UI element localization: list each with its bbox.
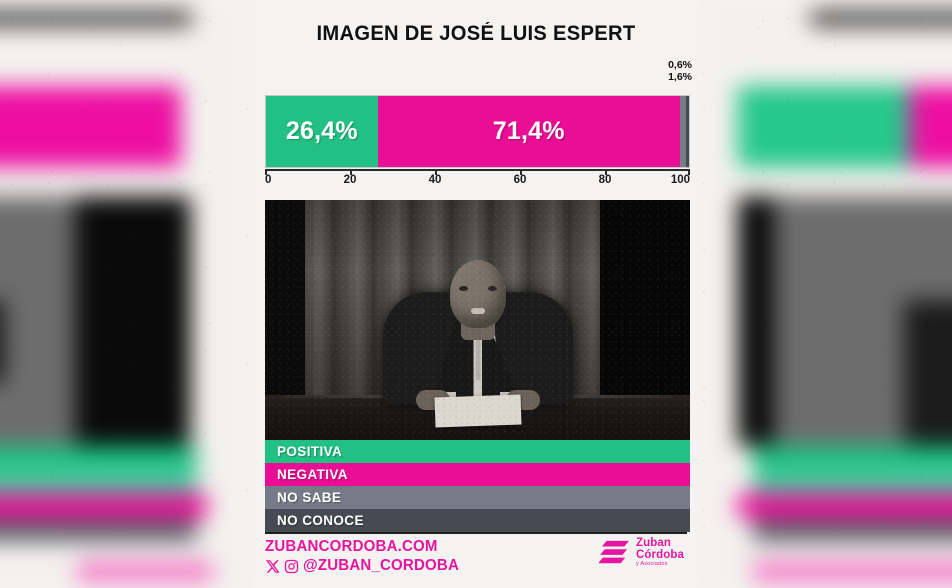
bar-label-positiva: 26,4% xyxy=(285,117,358,145)
bar-track: 26,4% 71,4% xyxy=(265,95,690,168)
chart-x-axis: 0 20 40 60 80 100 xyxy=(265,169,690,191)
legend-label-no-sabe: NO SABE xyxy=(277,490,342,505)
brand-text: Zuban Córdoba y Asociados xyxy=(636,537,684,568)
chart-callout-labels: 0,6% 1,6% xyxy=(668,59,692,84)
bg-l-band4 xyxy=(0,517,197,542)
bar-segment-no-sabe[interactable] xyxy=(679,96,687,167)
axis-tick-20 xyxy=(350,171,352,175)
axis-tick-60 xyxy=(520,171,522,175)
legend-label-no-conoce: NO CONOCE xyxy=(277,513,364,528)
legend-label-positiva: POSITIVA xyxy=(277,444,343,459)
legend: POSITIVA NEGATIVA NO SABE NO CONOCE xyxy=(265,440,690,532)
axis-label-20: 20 xyxy=(343,174,357,186)
bar-label-negativa: 71,4% xyxy=(492,117,565,145)
axis-tick-40 xyxy=(435,171,437,175)
legend-item-no-conoce[interactable]: NO CONOCE xyxy=(265,509,690,532)
zuban-cordoba-mark-icon xyxy=(599,540,630,564)
bg-l-bar xyxy=(0,86,182,168)
brand-line-2: Córdoba xyxy=(636,548,684,561)
axis-label-40: 40 xyxy=(428,174,442,186)
bg-l-band1 xyxy=(0,445,197,470)
bg-r-photo-figure xyxy=(904,300,952,446)
bg-r-photo-dark xyxy=(737,196,774,446)
bg-r-bar-pink xyxy=(909,86,952,168)
background-blur-left xyxy=(0,0,254,588)
axis-label-100: 100 xyxy=(670,174,690,186)
bg-r-footer xyxy=(753,562,952,582)
axis-tick-100 xyxy=(688,171,690,175)
bar-segment-no-conoce[interactable] xyxy=(686,96,689,167)
photo-mouth xyxy=(470,308,485,314)
photo-papers xyxy=(434,394,521,428)
bg-r-band1 xyxy=(753,445,952,470)
footer-divider xyxy=(265,532,687,534)
jose-luis-espert-photo xyxy=(265,200,690,440)
bg-r-band4 xyxy=(753,517,952,542)
bg-l-title xyxy=(0,11,192,26)
axis-label-80: 80 xyxy=(598,174,612,186)
footer-website[interactable]: ZUBANCORDOBA.COM xyxy=(265,538,438,555)
legend-item-negativa[interactable]: NEGATIVA xyxy=(265,463,690,486)
stacked-bar-chart: 0,6% 1,6% 26,4% 71,4% 0 20 40 60 80 xyxy=(265,59,692,191)
axis-tick-80 xyxy=(605,171,607,175)
photo-shirt-placket xyxy=(475,320,480,380)
bg-r-band2 xyxy=(753,469,952,494)
bg-r-band3 xyxy=(737,493,952,518)
axis-label-0: 0 xyxy=(265,174,272,186)
bar-segment-negativa[interactable]: 71,4% xyxy=(377,96,680,167)
bg-l-band3 xyxy=(0,493,208,518)
bar-segment-positiva[interactable]: 26,4% xyxy=(266,96,378,167)
poll-card: IMAGEN DE JOSÉ LUIS ESPERT 0,6% 1,6% 26,… xyxy=(252,0,700,588)
brand-line-3: y Asociados xyxy=(636,561,668,567)
callout-no-sabe: 1,6% xyxy=(668,71,692,84)
brand-logo[interactable]: Zuban Córdoba y Asociados xyxy=(599,537,684,568)
background-blur-right xyxy=(696,0,952,588)
photo-dark-right xyxy=(600,200,690,405)
footer: ZUBANCORDOBA.COM @ZUBAN_CORDOBA xyxy=(252,532,700,588)
legend-item-positiva[interactable]: POSITIVA xyxy=(265,440,690,463)
bg-l-footer xyxy=(77,562,213,582)
axis-label-60: 60 xyxy=(513,174,527,186)
x-twitter-icon[interactable] xyxy=(265,559,280,574)
brand-line-1: Zuban xyxy=(636,537,672,549)
bg-l-band2 xyxy=(0,469,197,494)
legend-item-no-sabe[interactable]: NO SABE xyxy=(265,486,690,509)
footer-handle[interactable]: @ZUBAN_CORDOBA xyxy=(303,557,460,574)
page-title: IMAGEN DE JOSÉ LUIS ESPERT xyxy=(316,22,636,45)
footer-social-block: ZUBANCORDOBA.COM @ZUBAN_CORDOBA xyxy=(265,538,464,575)
bg-l-photo-dark xyxy=(75,196,190,446)
footer-handle-row: @ZUBAN_CORDOBA xyxy=(265,557,464,575)
photo-dark-left xyxy=(265,200,305,405)
photo-head xyxy=(449,260,506,328)
callout-no-conoce: 0,6% xyxy=(668,59,692,71)
axis-tick-0 xyxy=(265,171,267,175)
instagram-icon[interactable] xyxy=(284,559,299,574)
legend-label-negativa: NEGATIVA xyxy=(277,467,348,482)
bg-l-photo-figure xyxy=(0,300,5,384)
bg-r-title xyxy=(810,11,952,26)
